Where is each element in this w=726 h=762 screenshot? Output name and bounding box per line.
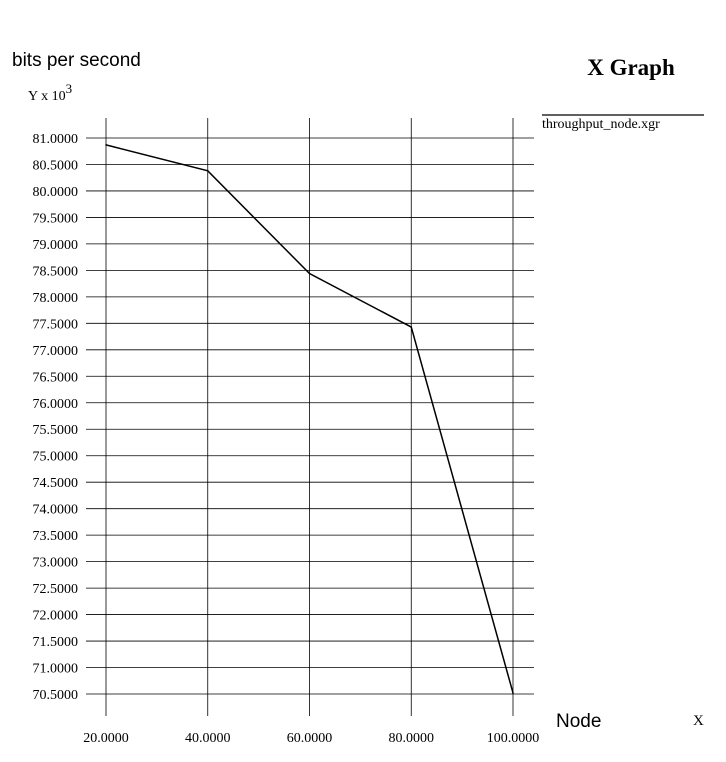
data-point [308,272,311,275]
y-tick-label: 75.5000 [33,423,79,438]
data-point [410,326,413,328]
y-tick-label: 73.5000 [33,529,79,544]
x-axis-letter: X [693,713,704,729]
y-tick-label: 76.0000 [33,397,79,412]
x-tick-label: 40.0000 [185,731,231,746]
chart-title: X Graph [587,55,675,80]
y-tick-label: 80.5000 [33,158,79,173]
x-tick-label: 60.0000 [287,731,333,746]
y-tick-label: 71.5000 [33,635,79,650]
y-tick-label: 80.0000 [33,185,79,200]
y-tick-label: 73.0000 [33,556,79,571]
y-axis-label: bits per second [12,50,141,71]
y-tick-label: 78.5000 [33,264,79,279]
x-tick-label: 20.0000 [83,731,129,746]
y-tick-label: 72.0000 [33,609,79,624]
series-lines [105,144,514,694]
x-tick-label: 100.0000 [487,731,540,746]
y-tick-label: 79.5000 [33,211,79,226]
y-tick-label: 75.0000 [33,450,79,465]
x-axis-label: Node [556,711,601,732]
y-tick-label: 78.0000 [33,291,79,306]
data-point [512,692,514,694]
y-tick-label: 74.0000 [33,503,79,518]
grid-lines [86,118,534,716]
y-tick-label: 70.5000 [33,688,79,703]
y-multiplier-base: Y x 10 [28,89,66,104]
y-multiplier-label: Y x 103 [28,81,72,104]
y-tick-label: 71.0000 [33,662,79,677]
y-tick-label: 76.5000 [33,370,79,385]
x-tick-label: 80.0000 [389,731,435,746]
y-tick-label: 72.5000 [33,582,79,597]
y-tick-label: 77.5000 [33,317,79,332]
y-tick-label: 74.5000 [33,476,79,491]
y-tick-labels: 81.0000 80.5000 80.0000 79.5000 79.0000 78.50… [33,132,79,703]
y-multiplier-exponent: 3 [66,81,73,96]
x-tick-labels: 20.0000 40.0000 60.0000 80.0000 100.0000 [83,731,539,746]
data-point [206,170,209,172]
data-point [105,144,107,146]
y-tick-label: 81.0000 [33,132,79,147]
y-tick-label: 79.0000 [33,238,79,253]
legend-label: throughput_node.xgr [542,117,660,132]
y-tick-label: 77.0000 [33,344,79,359]
